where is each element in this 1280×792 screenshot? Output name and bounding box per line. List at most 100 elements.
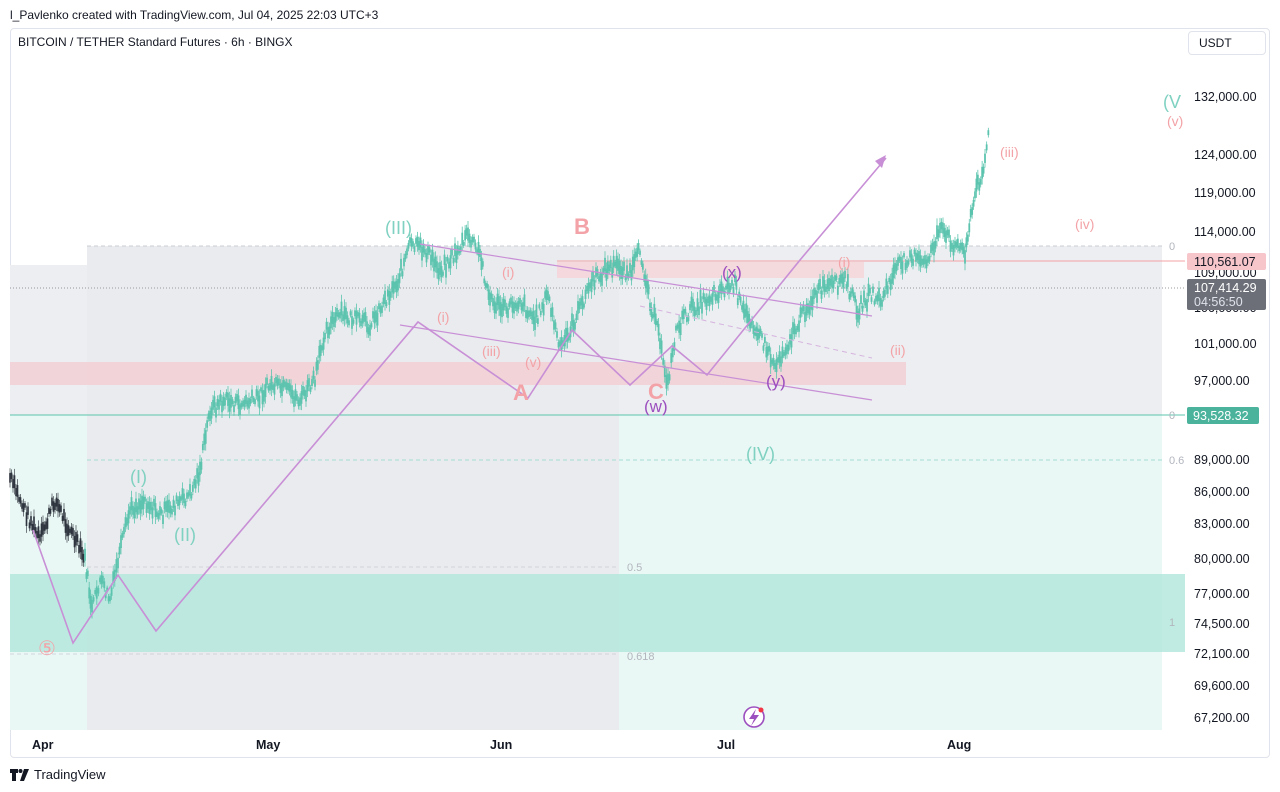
y-tick-label: 67,200.00 — [1194, 711, 1250, 725]
candle-body — [690, 296, 693, 308]
footer-brand[interactable]: TradingView — [10, 767, 106, 782]
candle-body — [334, 312, 337, 323]
candle-body — [684, 308, 687, 314]
candle-body — [516, 302, 518, 312]
y-tick-label: 124,000.00 — [1194, 148, 1257, 162]
candle-body — [707, 296, 709, 303]
candle-body — [206, 420, 209, 428]
candle-body — [474, 242, 477, 250]
candle-body — [16, 485, 19, 497]
currency-selector[interactable]: USDT — [1188, 31, 1266, 55]
candle-body — [270, 375, 273, 390]
candle-body — [682, 309, 685, 320]
candle-body — [586, 285, 588, 292]
candle-body — [343, 306, 346, 320]
candle-body — [662, 358, 665, 365]
candle-body — [325, 321, 328, 330]
candle-body — [927, 256, 929, 263]
candle-body — [813, 288, 815, 299]
candle-body — [285, 382, 288, 390]
candle-body — [575, 313, 578, 320]
y-tick-label: 69,600.00 — [1194, 679, 1250, 693]
support-zone-teal — [10, 574, 1185, 652]
candle-body — [483, 278, 486, 284]
candle-body — [168, 499, 170, 513]
candle-body — [778, 351, 781, 363]
candle-body — [710, 296, 712, 302]
candle-body — [379, 306, 382, 314]
candle-body — [898, 256, 901, 261]
candle-body — [640, 260, 643, 265]
candle-body — [933, 241, 935, 256]
candle-body — [796, 325, 799, 331]
candle-body — [136, 506, 139, 515]
candle-body — [395, 280, 398, 293]
candle-body — [406, 248, 408, 256]
candle-body — [711, 292, 714, 305]
candle-body — [209, 410, 211, 421]
candle-body — [269, 382, 271, 391]
candle-body — [36, 531, 38, 539]
candle-body — [734, 274, 736, 282]
candle-body — [627, 273, 630, 279]
candle-body — [751, 318, 753, 326]
candle-body — [275, 376, 277, 384]
candle-body — [556, 331, 558, 338]
candle-body — [88, 587, 91, 599]
candle-body — [971, 207, 974, 215]
candle-body — [481, 261, 484, 267]
candle-body — [519, 298, 521, 304]
candle-body — [816, 290, 818, 303]
candle-body — [459, 246, 462, 253]
candle-body — [186, 492, 188, 499]
candle-body — [620, 265, 622, 279]
candle-body — [584, 289, 587, 300]
candle-body — [972, 199, 975, 207]
candle-body — [955, 241, 958, 248]
candle-body — [340, 301, 343, 316]
candle-body — [464, 230, 467, 241]
candle-body — [171, 508, 173, 515]
candle-body — [443, 254, 446, 266]
candle-body — [212, 399, 214, 410]
candle-body — [239, 404, 241, 415]
candle-body — [951, 242, 953, 249]
candle-body — [312, 370, 315, 380]
candle-body — [412, 241, 414, 247]
candle-body — [42, 521, 44, 535]
candle-body — [617, 258, 619, 271]
wave-label-C: C — [648, 379, 664, 404]
candle-body — [394, 281, 397, 289]
candle-body — [57, 498, 59, 512]
candle-body — [653, 303, 656, 318]
candle-body — [55, 497, 58, 507]
candle-body — [384, 290, 386, 304]
candle-body — [532, 310, 535, 325]
candle-body — [204, 430, 207, 444]
candle-body — [805, 303, 808, 316]
candle-body — [85, 572, 88, 579]
candle-body — [985, 144, 988, 151]
candle-body — [866, 299, 868, 312]
fib-box-grey — [87, 246, 619, 730]
candle-body — [869, 287, 871, 294]
candle-body — [382, 297, 385, 305]
candle-body — [297, 399, 300, 407]
candle-body — [366, 321, 368, 333]
candle-body — [266, 377, 268, 385]
wave-label-w: (w) — [644, 397, 668, 416]
candle-body — [468, 233, 471, 243]
candle-body — [372, 311, 374, 319]
candle-body — [84, 548, 86, 561]
candle-body — [45, 521, 47, 530]
candle-body — [440, 266, 443, 278]
candle-body — [749, 321, 752, 329]
lightning-event-icon[interactable] — [743, 706, 765, 728]
candle-body — [174, 505, 176, 516]
candle-body — [783, 352, 785, 357]
candle-body — [976, 174, 979, 185]
candle-body — [246, 400, 249, 407]
candle-body — [612, 255, 615, 268]
candle-body — [507, 308, 509, 318]
